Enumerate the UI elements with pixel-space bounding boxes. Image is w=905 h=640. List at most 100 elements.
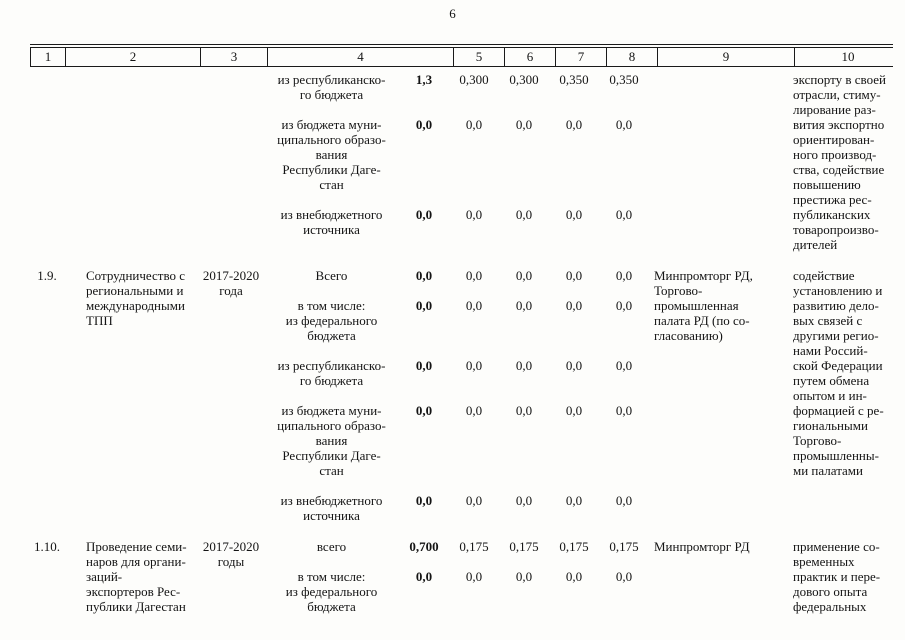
total-amount-value: 0,0 bbox=[415, 358, 433, 373]
funding-source-label: в том числе: из федерального бюджета bbox=[285, 298, 378, 343]
year-amount-value: 0,0 bbox=[565, 569, 583, 584]
column-header-6: 6 bbox=[505, 48, 555, 66]
year-amount-value: 0,0 bbox=[615, 569, 633, 584]
activity-name-cell: Проведение семи- наров для органи- заций… bbox=[86, 539, 187, 614]
table-row-group: из республиканско- го бюджета 1,3 0,300 … bbox=[30, 72, 893, 252]
year-amount-value: 0,0 bbox=[515, 493, 533, 508]
column-header-7: 7 bbox=[556, 48, 606, 66]
year-amount-value: 0,0 bbox=[515, 569, 533, 584]
funding-row: в том числе: из федерального бюджета 0,0… bbox=[264, 569, 649, 614]
year-amount-value: 0,0 bbox=[565, 358, 583, 373]
funding-rows: всего 0,700 0,175 0,175 0,175 0,175 в то… bbox=[264, 539, 649, 614]
period-cell: 2017-2020 годы bbox=[202, 539, 260, 569]
column-header-5: 5 bbox=[454, 48, 504, 66]
funding-source-label: из внебюджетного источника bbox=[280, 207, 383, 237]
total-amount-value: 0,0 bbox=[415, 207, 433, 222]
year-amount-value: 0,0 bbox=[515, 358, 533, 373]
year-amount-value: 0,0 bbox=[615, 207, 633, 222]
table-body: из республиканско- го бюджета 1,3 0,300 … bbox=[30, 67, 893, 614]
funding-row: из внебюджетного источника 0,0 0,0 0,0 0… bbox=[264, 493, 649, 523]
expected-result-cell: содействие установлению и развитию дело-… bbox=[793, 268, 884, 478]
executor-cell: Минпромторг РД, Торгово- промышленная па… bbox=[654, 268, 753, 343]
year-amount-value: 0,175 bbox=[509, 539, 539, 554]
table-header: 1 2 3 4 5 6 7 8 9 10 bbox=[30, 44, 901, 67]
period-cell: 2017-2020 года bbox=[202, 268, 260, 298]
column-header-3: 3 bbox=[201, 48, 267, 66]
total-amount-value: 1,3 bbox=[415, 72, 433, 87]
total-amount-value: 0,0 bbox=[415, 403, 433, 418]
total-amount-value: 0,0 bbox=[415, 268, 433, 283]
year-amount-value: 0,0 bbox=[565, 403, 583, 418]
column-header-10: 10 bbox=[795, 48, 901, 66]
budget-table: 1 2 3 4 5 6 7 8 9 10 из республиканс bbox=[30, 44, 901, 614]
year-amount-value: 0,300 bbox=[509, 72, 539, 87]
year-amount-value: 0,0 bbox=[615, 493, 633, 508]
total-amount-value: 0,0 bbox=[415, 298, 433, 313]
funding-rows: из республиканско- го бюджета 1,3 0,300 … bbox=[264, 72, 649, 237]
year-amount-value: 0,0 bbox=[465, 207, 483, 222]
column-header-1: 1 bbox=[31, 48, 65, 66]
year-amount-value: 0,300 bbox=[459, 72, 489, 87]
year-amount-value: 0,0 bbox=[515, 117, 533, 132]
funding-source-label: из внебюджетного источника bbox=[280, 493, 383, 523]
column-header-4: 4 bbox=[268, 48, 453, 66]
executor-cell: Минпромторг РД bbox=[654, 539, 750, 554]
row-number-cell: 1.10. bbox=[34, 539, 60, 554]
year-amount-value: 0,0 bbox=[615, 268, 633, 283]
year-amount-value: 0,0 bbox=[565, 117, 583, 132]
column-header-2: 2 bbox=[66, 48, 200, 66]
year-amount-value: 0,0 bbox=[515, 207, 533, 222]
expected-result-cell: экспорту в своей отрасли, стиму- лирован… bbox=[793, 72, 886, 252]
year-amount-value: 0,0 bbox=[465, 403, 483, 418]
expected-result-cell: применение со- временных практик и пере-… bbox=[793, 539, 881, 614]
funding-source-label: из республиканско- го бюджета bbox=[277, 72, 386, 102]
year-amount-value: 0,0 bbox=[565, 207, 583, 222]
total-amount-value: 0,0 bbox=[415, 117, 433, 132]
year-amount-value: 0,350 bbox=[559, 72, 589, 87]
funding-row: всего 0,700 0,175 0,175 0,175 0,175 bbox=[264, 539, 649, 554]
page-number: 6 bbox=[449, 6, 456, 21]
year-amount-value: 0,0 bbox=[465, 493, 483, 508]
year-amount-value: 0,0 bbox=[465, 268, 483, 283]
funding-row: из бюджета муни- ципального образо- вани… bbox=[264, 403, 649, 478]
funding-source-label: из республиканско- го бюджета bbox=[277, 358, 386, 388]
funding-row: из республиканско- го бюджета 1,3 0,300 … bbox=[264, 72, 649, 102]
activity-name-cell: Сотрудничество с региональными и междуна… bbox=[86, 268, 186, 328]
column-header-8: 8 bbox=[607, 48, 657, 66]
year-amount-value: 0,0 bbox=[515, 403, 533, 418]
funding-source-label: из бюджета муни- ципального образо- вани… bbox=[277, 117, 386, 192]
year-amount-value: 0,0 bbox=[615, 403, 633, 418]
funding-row: из внебюджетного источника 0,0 0,0 0,0 0… bbox=[264, 207, 649, 237]
year-amount-value: 0,0 bbox=[615, 358, 633, 373]
year-amount-value: 0,0 bbox=[615, 298, 633, 313]
year-amount-value: 0,0 bbox=[515, 268, 533, 283]
row-number-cell: 1.9. bbox=[37, 268, 57, 283]
funding-rows: Всего 0,0 0,0 0,0 0,0 0,0 в том числе: и… bbox=[264, 268, 649, 523]
year-amount-value: 0,0 bbox=[565, 493, 583, 508]
year-amount-value: 0,175 bbox=[609, 539, 639, 554]
funding-row: из республиканско- го бюджета 0,0 0,0 0,… bbox=[264, 358, 649, 388]
total-amount-value: 0,0 bbox=[415, 493, 433, 508]
funding-row: Всего 0,0 0,0 0,0 0,0 0,0 bbox=[264, 268, 649, 283]
column-header-9: 9 bbox=[658, 48, 794, 66]
year-amount-value: 0,0 bbox=[465, 117, 483, 132]
funding-source-label: Всего bbox=[315, 268, 348, 283]
funding-source-label: всего bbox=[316, 539, 347, 554]
total-amount-value: 0,0 bbox=[415, 569, 433, 584]
year-amount-value: 0,0 bbox=[615, 117, 633, 132]
year-amount-value: 0,0 bbox=[565, 268, 583, 283]
total-amount-value: 0,700 bbox=[409, 539, 439, 554]
funding-row: из бюджета муни- ципального образо- вани… bbox=[264, 117, 649, 192]
table-row-group: 1.10. Проведение семи- наров для органи-… bbox=[30, 539, 893, 614]
year-amount-value: 0,175 bbox=[459, 539, 489, 554]
year-amount-value: 0,0 bbox=[565, 298, 583, 313]
funding-source-label: в том числе: из федерального бюджета bbox=[285, 569, 378, 614]
year-amount-value: 0,0 bbox=[465, 569, 483, 584]
year-amount-value: 0,175 bbox=[559, 539, 589, 554]
year-amount-value: 0,0 bbox=[515, 298, 533, 313]
year-amount-value: 0,0 bbox=[465, 358, 483, 373]
table-header-row: 1 2 3 4 5 6 7 8 9 10 bbox=[30, 47, 901, 67]
year-amount-value: 0,0 bbox=[465, 298, 483, 313]
funding-source-label: из бюджета муни- ципального образо- вани… bbox=[277, 403, 386, 478]
